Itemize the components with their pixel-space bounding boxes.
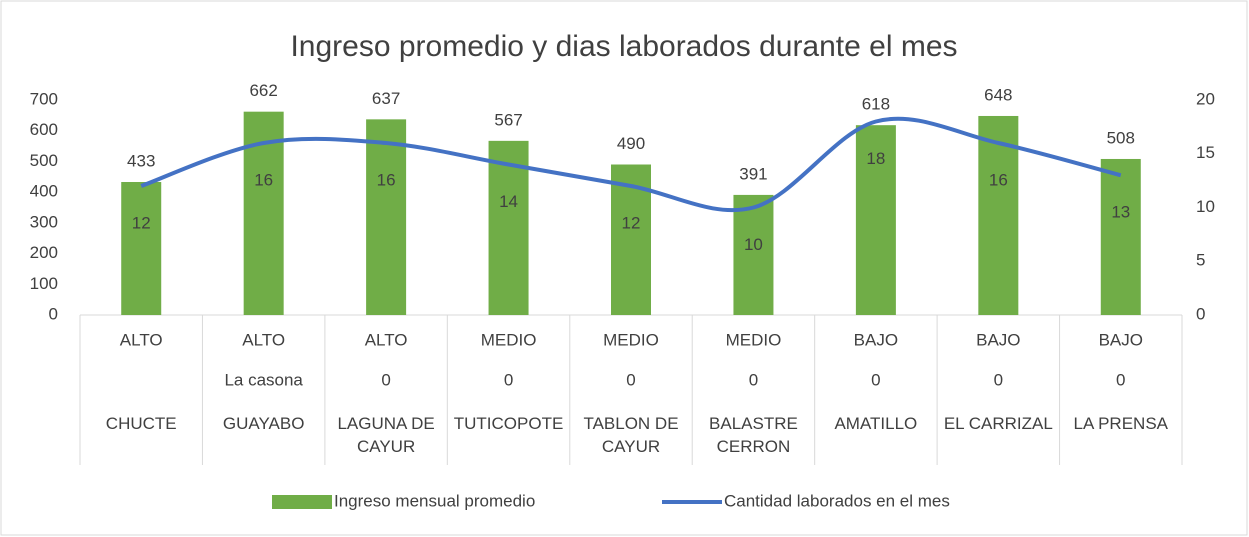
bar xyxy=(121,182,162,315)
x-tick-label: ALTO xyxy=(242,330,285,349)
x-tick-label: EL CARRIZAL xyxy=(943,414,1053,433)
y-tick-label: 600 xyxy=(30,120,58,139)
y-tick-label: 100 xyxy=(30,274,58,293)
bar xyxy=(733,194,774,315)
data-label: 433 xyxy=(127,151,155,170)
x-tick-label: 0 xyxy=(626,370,635,389)
x-tick-label: 0 xyxy=(749,370,758,389)
data-label: 16 xyxy=(377,170,396,189)
x-tick-label: AMATILLO xyxy=(834,414,918,433)
x-tick-label: LA PRENSA xyxy=(1073,414,1169,433)
x-tick-label: La casona xyxy=(224,370,303,389)
y-tick-label: 700 xyxy=(30,89,58,108)
legend-label: Cantidad laborados en el mes xyxy=(724,491,950,510)
bar xyxy=(978,115,1019,315)
x-tick-label: 0 xyxy=(1116,370,1125,389)
x-tick-label: LAGUNA DE CAYUR xyxy=(337,414,435,456)
x-tick-label: CHUCTE xyxy=(105,414,177,433)
bar xyxy=(1100,158,1141,315)
x-tick-label: GUAYABO xyxy=(222,414,305,433)
x-tick-label: BAJO xyxy=(854,330,898,349)
data-label: 648 xyxy=(984,85,1012,104)
bar xyxy=(366,119,407,315)
line xyxy=(140,116,1122,213)
data-label: 12 xyxy=(622,213,641,232)
y-tick-label: 500 xyxy=(30,151,58,170)
y2-tick-label: 15 xyxy=(1196,143,1215,162)
legend-swatch xyxy=(272,495,332,509)
chart-title: Ingreso promedio y dias laborados durant… xyxy=(290,30,957,63)
data-label: 16 xyxy=(254,170,273,189)
x-tick-label: 0 xyxy=(381,370,390,389)
x-tick-label: TABLON DE CAYUR xyxy=(583,414,679,456)
data-label: 391 xyxy=(739,164,767,183)
data-label: 567 xyxy=(494,110,522,129)
y-tick-label: 400 xyxy=(30,182,58,201)
data-label: 618 xyxy=(862,95,890,114)
data-label: 662 xyxy=(249,81,277,100)
x-tick-label: TUTICOPOTE xyxy=(453,414,564,433)
data-label: 490 xyxy=(617,134,645,153)
y2-tick-label: 0 xyxy=(1196,304,1205,323)
x-tick-label: BAJO xyxy=(1099,330,1143,349)
x-tick-label: BAJO xyxy=(976,330,1020,349)
x-tick-label: MEDIO xyxy=(481,330,537,349)
bar xyxy=(488,140,529,315)
x-tick-label: ALTO xyxy=(365,330,408,349)
data-label: 14 xyxy=(499,192,518,211)
bar xyxy=(855,125,896,315)
data-label: 637 xyxy=(372,89,400,108)
x-tick-label: ALTO xyxy=(120,330,163,349)
x-tick-label: 0 xyxy=(871,370,880,389)
y2-tick-label: 5 xyxy=(1196,251,1205,270)
y-tick-label: 200 xyxy=(30,243,58,262)
data-label: 18 xyxy=(866,149,885,168)
x-tick-label: 0 xyxy=(994,370,1003,389)
y2-tick-label: 10 xyxy=(1196,197,1215,216)
legend-label: Ingreso mensual promedio xyxy=(334,491,535,510)
data-label: 13 xyxy=(1111,203,1130,222)
data-label: 16 xyxy=(989,170,1008,189)
x-tick-label: MEDIO xyxy=(726,330,782,349)
x-tick-label: 0 xyxy=(504,370,513,389)
data-label: 10 xyxy=(744,235,763,254)
data-label: 508 xyxy=(1107,128,1135,147)
data-label: 12 xyxy=(132,213,151,232)
y2-tick-label: 20 xyxy=(1196,89,1215,108)
x-tick-label: BALASTRE CERRON xyxy=(709,414,798,456)
y-tick-label: 0 xyxy=(49,304,58,323)
y-tick-label: 300 xyxy=(30,212,58,231)
x-tick-label: MEDIO xyxy=(603,330,659,349)
